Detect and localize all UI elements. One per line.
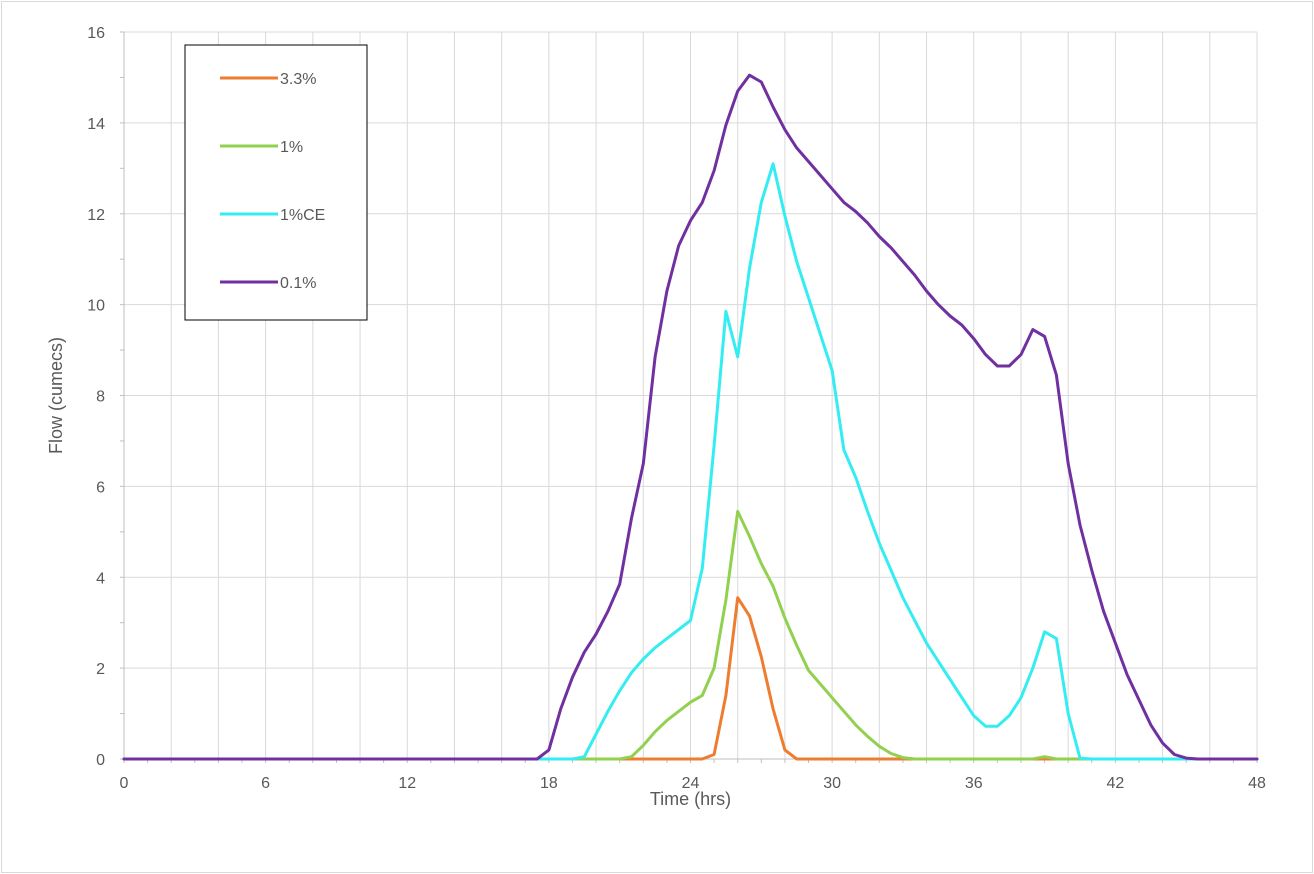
series-line xyxy=(122,509,1259,761)
legend-label: 0.1% xyxy=(280,275,316,292)
y-tick-label: 14 xyxy=(87,116,105,133)
y-tick-label: 4 xyxy=(96,570,105,587)
legend: 3.3% 1% 1%CE 0.1% xyxy=(184,44,368,321)
series-line xyxy=(122,73,1259,761)
series-line xyxy=(122,162,1259,761)
legend-label: 3.3% xyxy=(280,71,316,88)
x-tick-label: 36 xyxy=(965,775,983,792)
y-tick-label: 0 xyxy=(96,752,105,769)
y-tick-label: 12 xyxy=(87,207,105,224)
x-tick-label: 24 xyxy=(682,775,700,792)
x-tick-label: 6 xyxy=(261,775,270,792)
y-tick-label: 6 xyxy=(96,479,105,496)
y-axis-title: Flow (cumecs) xyxy=(46,337,66,454)
legend-box xyxy=(184,44,368,321)
y-tick-label: 10 xyxy=(87,298,105,315)
x-tick-label: 0 xyxy=(120,775,129,792)
x-tick-label: 48 xyxy=(1248,775,1266,792)
y-tick-label: 8 xyxy=(96,389,105,406)
x-tick-label: 42 xyxy=(1106,775,1124,792)
series-lines xyxy=(122,73,1259,761)
x-axis-title: Time (hrs) xyxy=(650,789,731,809)
x-tick-label: 18 xyxy=(540,775,558,792)
legend-label: 1%CE xyxy=(280,207,325,224)
series-line xyxy=(122,596,1259,761)
y-tick-label: 16 xyxy=(87,25,105,42)
x-tick-label: 12 xyxy=(398,775,416,792)
legend-label: 1% xyxy=(280,139,303,156)
y-tick-label: 2 xyxy=(96,661,105,678)
x-tick-label: 30 xyxy=(823,775,841,792)
